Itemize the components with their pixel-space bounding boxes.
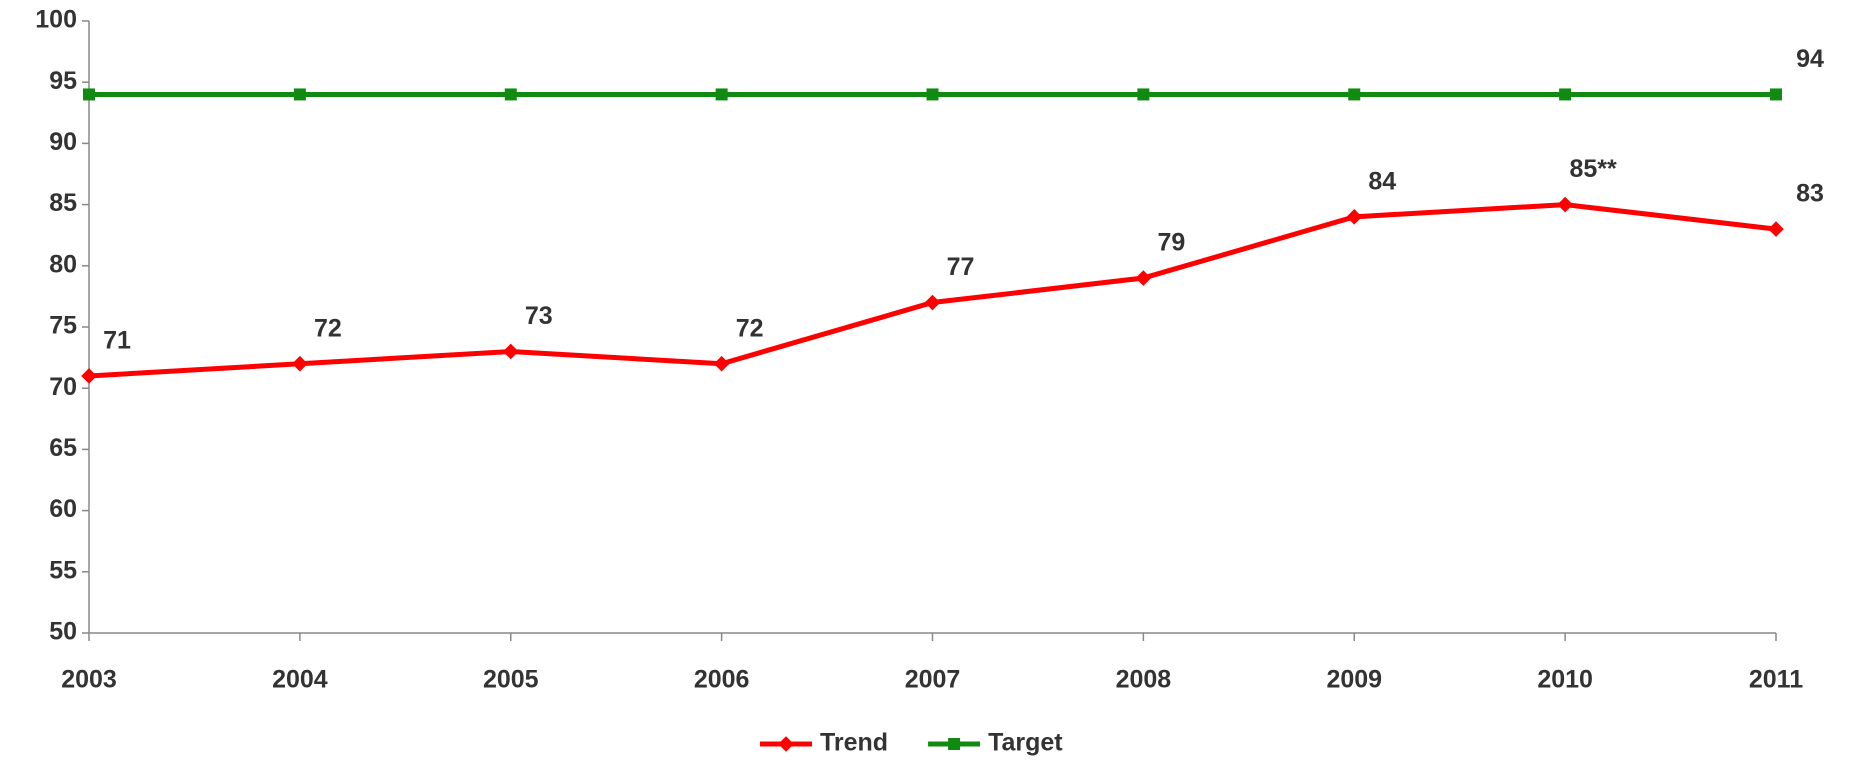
x-tick-label: 2009 [1326, 666, 1382, 694]
legend-label: Trend [820, 729, 888, 757]
data-point [1768, 221, 1784, 237]
data-point [293, 88, 306, 101]
y-tick-label: 75 [49, 312, 77, 340]
data-point [1770, 88, 1782, 101]
x-tick-label: 2007 [905, 666, 961, 694]
x-tick-label: 2003 [61, 666, 117, 694]
data-label: 84 [1368, 167, 1396, 195]
data-point [81, 368, 97, 384]
y-tick-label: 100 [35, 6, 77, 34]
data-point [924, 294, 941, 311]
data-label: 71 [103, 327, 131, 355]
data-point [1346, 209, 1363, 225]
data-label: 72 [314, 314, 342, 342]
x-tick-label: 2006 [694, 666, 750, 694]
data-label: 72 [736, 314, 764, 342]
data-point [715, 88, 728, 101]
y-tick-label: 55 [49, 556, 77, 584]
legend-label: Target [988, 729, 1063, 757]
x-tick-label: 2011 [1749, 666, 1803, 694]
x-tick-label: 2004 [272, 666, 328, 694]
data-label: 83 [1796, 180, 1824, 208]
data-label: 79 [1157, 229, 1185, 257]
data-point [926, 88, 939, 101]
data-point [713, 355, 730, 372]
data-point [1559, 88, 1572, 101]
data-label: 77 [947, 253, 975, 281]
data-point [502, 343, 519, 360]
y-tick-label: 50 [49, 618, 77, 646]
y-tick-label: 70 [49, 373, 77, 401]
legend-marker [778, 736, 794, 752]
y-tick-label: 90 [49, 128, 77, 156]
y-tick-label: 65 [49, 434, 77, 462]
y-tick-label: 85 [49, 189, 77, 217]
data-point [83, 88, 95, 101]
x-tick-label: 2005 [483, 666, 539, 694]
data-point [1557, 196, 1573, 213]
series-line [88, 202, 1777, 379]
data-point [504, 88, 517, 101]
data-label: 73 [525, 302, 553, 330]
y-tick-label: 60 [49, 495, 77, 523]
x-tick-label: 2008 [1116, 666, 1172, 694]
data-point [1348, 88, 1361, 101]
data-point [1137, 88, 1150, 101]
legend-marker [948, 738, 961, 750]
data-label: 85** [1569, 155, 1617, 183]
data-point [1135, 270, 1152, 286]
y-tick-label: 95 [49, 67, 77, 95]
y-tick-label: 80 [49, 250, 77, 278]
data-point [292, 355, 308, 372]
data-label: 94 [1796, 45, 1824, 73]
x-tick-label: 2010 [1537, 666, 1593, 694]
